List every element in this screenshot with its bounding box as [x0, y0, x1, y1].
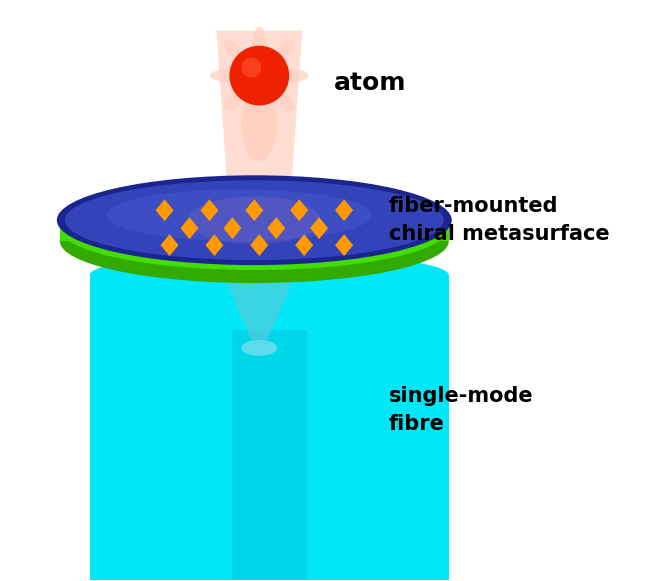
Ellipse shape [241, 58, 261, 78]
Ellipse shape [210, 69, 251, 83]
Ellipse shape [60, 187, 449, 270]
Ellipse shape [241, 340, 278, 356]
Ellipse shape [229, 46, 289, 106]
Ellipse shape [224, 40, 255, 71]
Polygon shape [295, 234, 313, 256]
Text: atom: atom [334, 70, 407, 95]
Ellipse shape [241, 85, 278, 162]
Polygon shape [214, 255, 304, 340]
Ellipse shape [60, 199, 449, 283]
Bar [90, 275, 449, 580]
Bar [233, 330, 307, 580]
Polygon shape [181, 217, 198, 239]
Ellipse shape [264, 40, 295, 71]
Polygon shape [156, 199, 173, 221]
Ellipse shape [252, 26, 266, 68]
Polygon shape [335, 234, 353, 256]
Ellipse shape [57, 175, 452, 265]
Ellipse shape [267, 69, 308, 83]
Ellipse shape [188, 196, 321, 244]
Ellipse shape [107, 189, 372, 241]
Ellipse shape [264, 80, 295, 111]
Polygon shape [216, 31, 302, 260]
Ellipse shape [90, 253, 449, 297]
Text: single-mode
fibre: single-mode fibre [389, 386, 534, 433]
Polygon shape [251, 234, 268, 256]
Polygon shape [245, 199, 263, 221]
Ellipse shape [252, 83, 266, 125]
Ellipse shape [65, 180, 444, 260]
Polygon shape [223, 217, 241, 239]
Polygon shape [161, 234, 179, 256]
Polygon shape [206, 234, 223, 256]
Bar [60, 228, 449, 241]
Polygon shape [200, 199, 218, 221]
Polygon shape [267, 217, 285, 239]
Ellipse shape [224, 80, 255, 111]
Polygon shape [310, 217, 328, 239]
Text: fiber-mounted
chiral metasurface: fiber-mounted chiral metasurface [389, 196, 610, 244]
Polygon shape [290, 199, 308, 221]
Polygon shape [335, 199, 353, 221]
